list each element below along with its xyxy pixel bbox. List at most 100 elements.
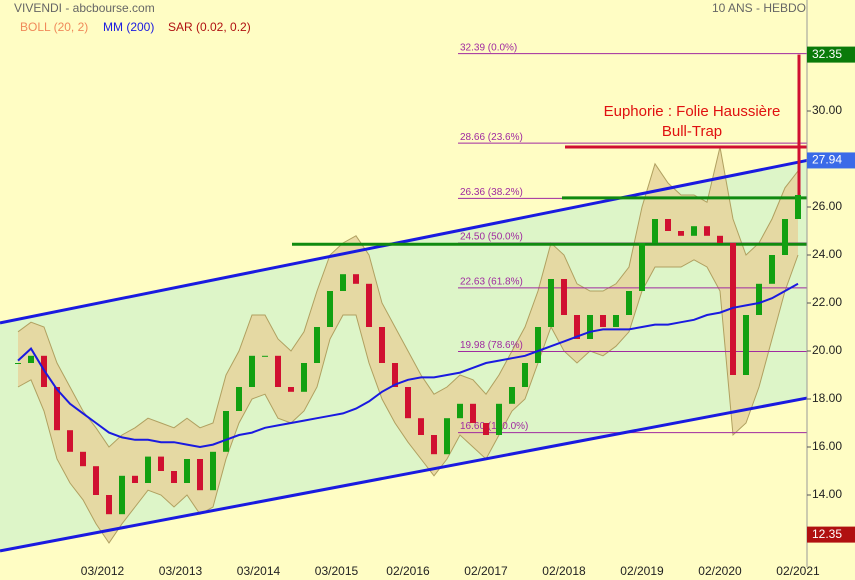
candle [223, 411, 229, 452]
candle [275, 355, 281, 387]
axis-panel [807, 0, 855, 580]
candle [613, 315, 619, 327]
y-tick-label: 20.00 [812, 343, 842, 357]
candle [132, 475, 138, 483]
candle [405, 387, 411, 419]
legend-entry: BOLL (20, 2) [20, 20, 88, 34]
x-tick-label: 03/2013 [159, 564, 203, 578]
candle [262, 355, 268, 357]
fib-label: 24.50 (50.0%) [460, 232, 523, 243]
y-tick-label: 30.00 [812, 103, 842, 117]
candle [145, 456, 151, 483]
y-tick-label: 22.00 [812, 295, 842, 309]
fib-label: 26.36 (38.2%) [460, 187, 523, 198]
x-tick-label: 02/2019 [620, 564, 664, 578]
candle [457, 403, 463, 419]
candle [93, 466, 99, 495]
x-tick-label: 02/2020 [698, 564, 742, 578]
candle [561, 279, 567, 315]
candle [730, 243, 736, 375]
candle [496, 403, 502, 435]
candle [769, 255, 775, 284]
candle [158, 456, 164, 471]
y-tick-label: 16.00 [812, 439, 842, 453]
fib-label: 16.60 (100.0%) [460, 421, 528, 432]
fib-label: 32.39 (0.0%) [460, 42, 517, 53]
candle [431, 435, 437, 455]
candle [67, 430, 73, 452]
candle [626, 291, 632, 315]
candle [119, 475, 125, 515]
candle [795, 195, 801, 219]
candle [301, 363, 307, 392]
candle [340, 274, 346, 291]
candle [80, 451, 86, 467]
fib-label: 19.98 (78.6%) [460, 340, 523, 351]
x-tick-label: 02/2017 [464, 564, 508, 578]
y-tick-label: 26.00 [812, 199, 842, 213]
candle [197, 459, 203, 491]
x-tick-label: 03/2015 [315, 564, 359, 578]
fib-label: 28.66 (23.6%) [460, 132, 523, 143]
x-axis-band [0, 567, 807, 580]
bollinger-upper [17, 146, 799, 448]
price-marker-label: 12.35 [812, 527, 842, 541]
candle [600, 315, 606, 327]
candle [314, 327, 320, 363]
channel-line [0, 396, 808, 553]
price-marker [807, 526, 855, 543]
price-marker-label: 27.94 [812, 153, 842, 167]
candle [15, 363, 21, 364]
legend-entry: MM (200) [103, 20, 154, 34]
candle [535, 327, 541, 363]
candle [587, 315, 593, 339]
candle [249, 355, 255, 387]
candle [704, 226, 710, 236]
price-marker-label: 32.35 [812, 47, 842, 61]
moving-average [17, 282, 799, 449]
chart-title: VIVENDI - abcbourse.com [14, 1, 155, 15]
candle [548, 279, 554, 327]
annotation: Euphorie : Folie Haussière [604, 103, 781, 120]
fib-label: 22.63 (61.8%) [460, 277, 523, 288]
candle [210, 451, 216, 491]
candle [353, 274, 359, 284]
candle [470, 403, 476, 423]
annotation: Bull-Trap [662, 123, 722, 140]
y-tick-label: 24.00 [812, 247, 842, 261]
candle [28, 355, 34, 363]
y-tick-label: 18.00 [812, 391, 842, 405]
candle [522, 363, 528, 387]
candle [483, 423, 489, 435]
legend-entry: SAR (0.02, 0.2) [168, 20, 251, 34]
candle [366, 283, 372, 327]
candle [288, 387, 294, 392]
x-tick-label: 02/2021 [776, 564, 820, 578]
x-tick-label: 03/2014 [237, 564, 281, 578]
candle [639, 243, 645, 291]
chart-subtitle: 10 ANS - HEBDO [712, 1, 806, 15]
candle [509, 387, 515, 404]
price-marker [807, 46, 855, 63]
bollinger-lower [17, 254, 799, 544]
candle [171, 471, 177, 483]
candle [236, 387, 242, 411]
candle [106, 495, 112, 515]
candle [665, 219, 671, 231]
y-tick-label: 14.00 [812, 487, 842, 501]
channel-line [0, 158, 808, 325]
x-tick-label: 02/2018 [542, 564, 586, 578]
candle [392, 363, 398, 387]
candle [327, 291, 333, 327]
candle [743, 315, 749, 375]
candle [379, 327, 385, 363]
candle [574, 315, 580, 339]
candle [184, 459, 190, 483]
candle [678, 231, 684, 236]
price-marker [807, 152, 855, 169]
x-tick-label: 03/2012 [81, 564, 125, 578]
candle [691, 226, 697, 236]
candle [444, 418, 450, 455]
x-tick-label: 02/2016 [386, 564, 430, 578]
